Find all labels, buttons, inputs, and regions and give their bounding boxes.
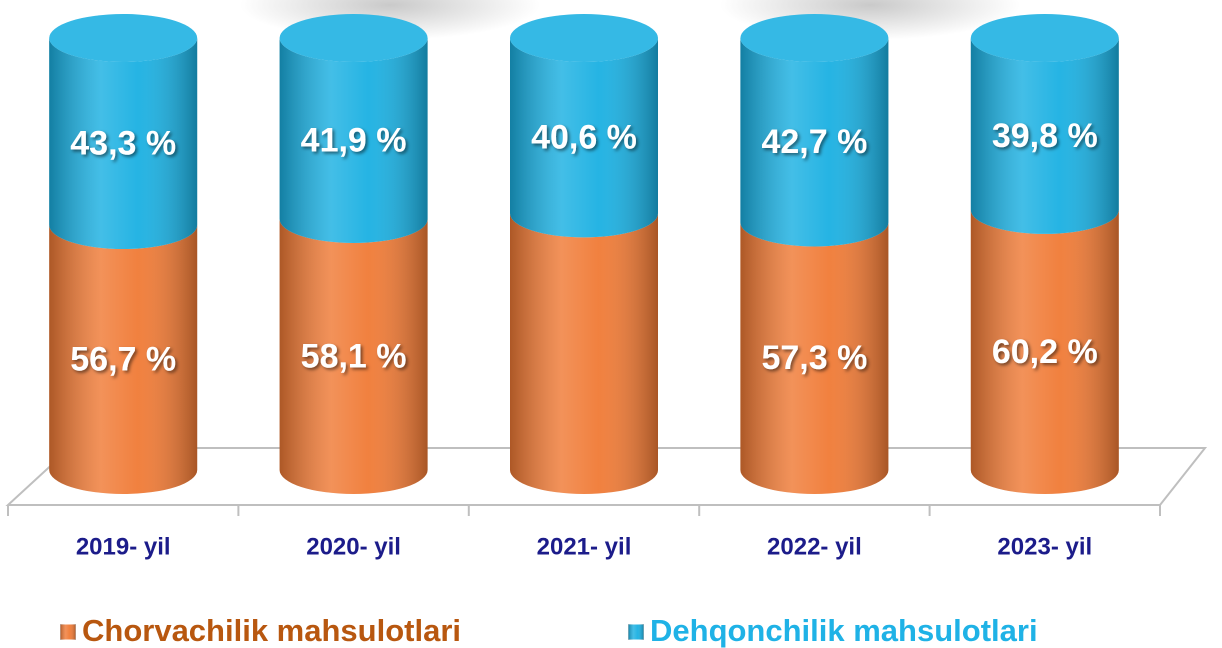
legend-swatch-shade	[628, 624, 644, 640]
shading	[510, 38, 658, 238]
value-label: 40,6 %	[531, 119, 637, 157]
cylinder-top	[970, 14, 1119, 62]
value-label: 43,3 %	[70, 125, 176, 163]
value-label: 58,1 %	[301, 337, 407, 375]
cylinder-top-highlight	[279, 14, 428, 62]
shading	[740, 38, 889, 247]
x-tick-label: 2023- yil	[997, 533, 1092, 560]
value-label: 60,2 %	[992, 333, 1098, 371]
shading	[970, 38, 1119, 234]
cylinder-top-highlight	[49, 14, 198, 62]
cylinder-top-highlight	[740, 14, 889, 62]
legend-label: Dehqonchilik mahsulotlari	[650, 613, 1038, 648]
axis-ticks	[7, 504, 1161, 516]
x-tick-label: 2022- yil	[767, 533, 862, 560]
value-label: 56,7 %	[70, 341, 176, 379]
legend-swatch-shade	[60, 624, 76, 640]
shading	[49, 38, 198, 250]
cylinder-top-highlight	[510, 14, 658, 62]
x-tick-label: 2021- yil	[537, 533, 632, 560]
shading	[510, 213, 658, 494]
value-label: 42,7 %	[761, 123, 867, 161]
cylinder-top	[510, 14, 658, 62]
shading	[970, 209, 1119, 494]
cylinder-top	[49, 14, 198, 62]
shading	[279, 38, 428, 244]
cylinder-top	[279, 14, 428, 62]
cylinder-top	[740, 14, 889, 62]
x-tick-label: 2019- yil	[76, 533, 171, 560]
shading	[740, 222, 889, 495]
value-label: 39,8 %	[992, 117, 1098, 155]
legend-label: Chorvachilik mahsulotlari	[82, 613, 461, 648]
shading	[279, 219, 428, 494]
cylinder-top-highlight	[970, 14, 1119, 62]
x-tick-label: 2020- yil	[306, 533, 401, 560]
value-label: 57,3 %	[761, 339, 867, 377]
value-label: 41,9 %	[301, 121, 407, 159]
shading	[49, 225, 198, 494]
